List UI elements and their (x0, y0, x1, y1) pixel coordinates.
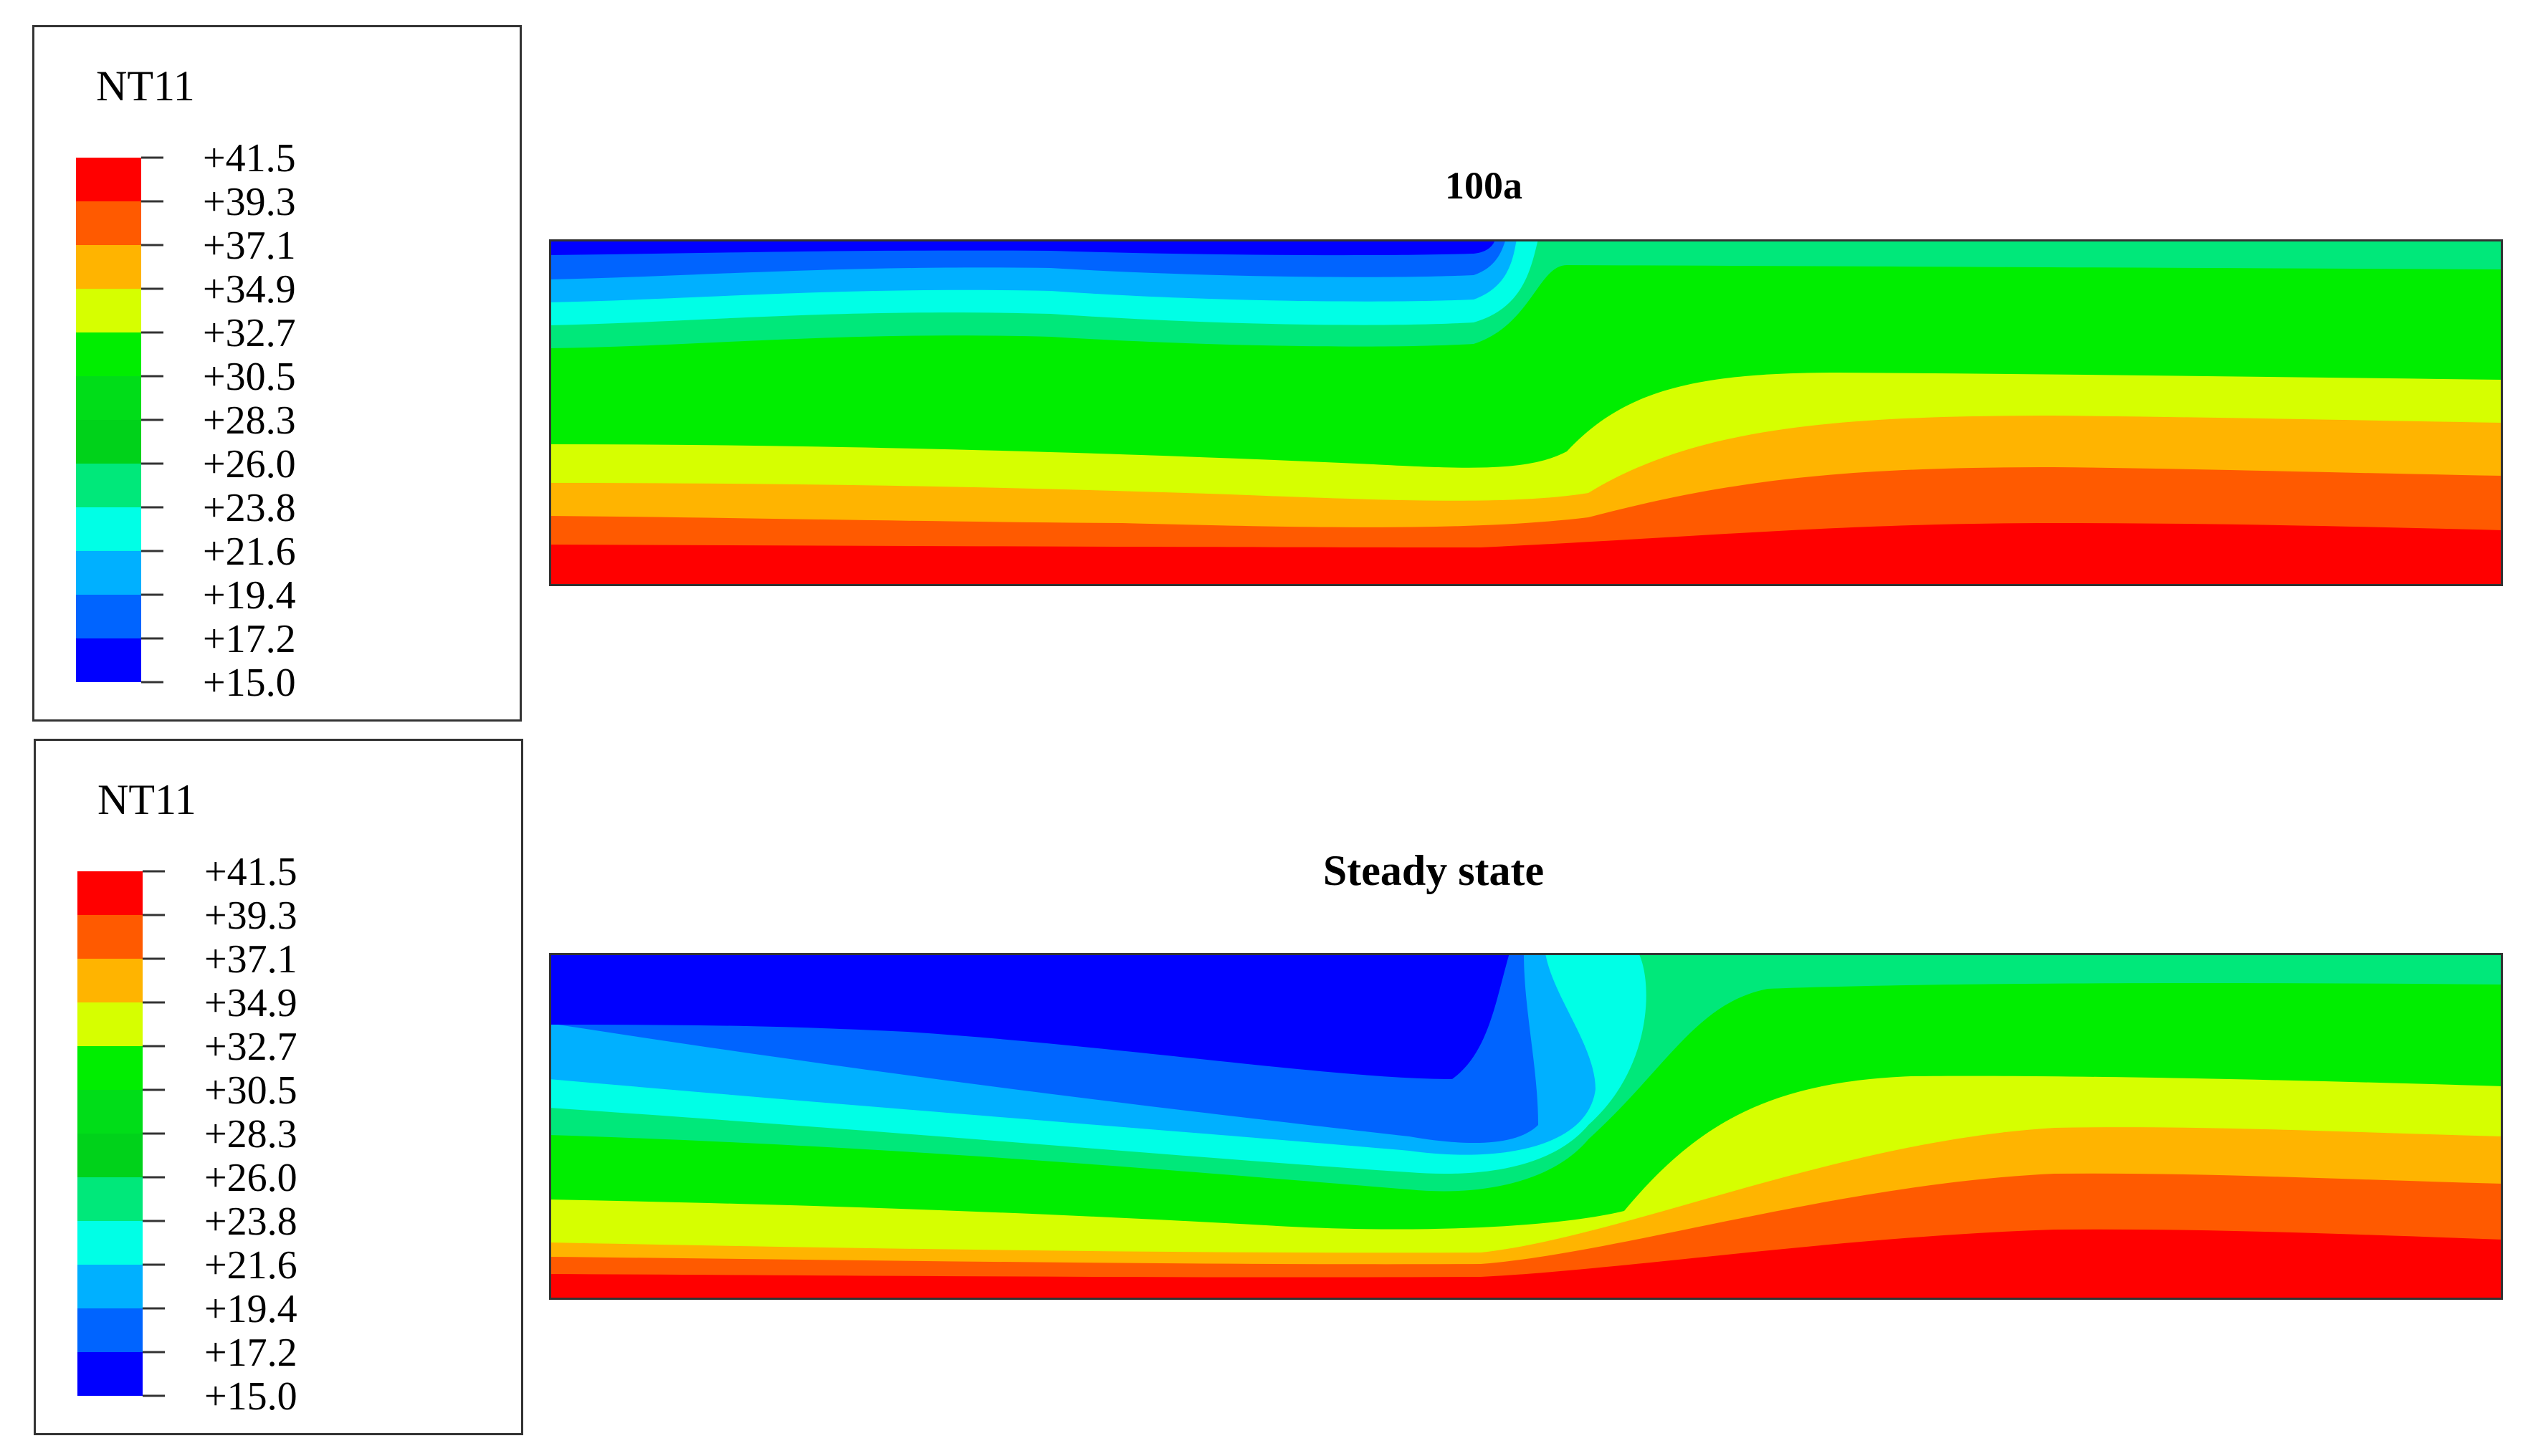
colorbar-tick-label: +37.1 (204, 937, 297, 982)
colorbar-tick-label: +28.3 (203, 398, 296, 443)
colorbar-tick-label: +32.7 (204, 1025, 297, 1069)
colorbar-tick-label: +26.0 (203, 442, 296, 487)
colorbar-tick-label: +21.6 (203, 530, 296, 574)
colorbar-tick-label: +39.3 (203, 180, 296, 224)
colorbar-tick-label: +32.7 (203, 311, 296, 355)
colorbar-tick-label: +15.0 (203, 661, 296, 705)
colorbar-band (76, 420, 141, 464)
plot-title-100a: 100a (1445, 164, 1522, 207)
colorbar-band (77, 1002, 143, 1046)
legend-title: NT11 (97, 776, 196, 823)
colorbar-tick-label: +41.5 (204, 850, 297, 894)
legend-panel-bottom: NT11 +41.5 +39.3 +37.1 +34.9 +32.7 +30.5… (34, 739, 523, 1435)
colorbar-band (77, 1090, 143, 1134)
colorbar-tick-label: +39.3 (204, 894, 297, 938)
colorbar-band (77, 871, 143, 915)
colorbar (76, 158, 141, 682)
colorbar-tick-label: +21.6 (204, 1243, 297, 1288)
colorbar-band (77, 1265, 143, 1308)
colorbar-tick-label: +17.2 (204, 1331, 297, 1375)
legend-panel-top: NT11 +41.5 +39.3 +37.1 +34.9 +32.7 +30.5… (32, 25, 522, 722)
colorbar-band (76, 595, 141, 638)
colorbar-tick-label: +28.3 (204, 1112, 297, 1156)
contour-band (549, 953, 1509, 1079)
colorbar-tick-label: +30.5 (204, 1068, 297, 1113)
colorbar-tick-label: +37.1 (203, 224, 296, 268)
colorbar-tick-label: +34.9 (204, 981, 297, 1025)
colorbar-band (76, 332, 141, 376)
colorbar-band (76, 507, 141, 551)
colorbar-band (76, 245, 141, 289)
colorbar-band (77, 1046, 143, 1090)
colorbar-band (76, 289, 141, 332)
colorbar-tick-label: +19.4 (204, 1287, 297, 1331)
contour-plot-100a (549, 239, 2503, 586)
colorbar-band (76, 551, 141, 595)
contour-plot-steady-state (549, 953, 2503, 1300)
colorbar-band (76, 638, 141, 682)
plot-frame (549, 239, 2503, 586)
colorbar-band (77, 1221, 143, 1265)
colorbar-tick-label: +23.8 (203, 486, 296, 530)
colorbar-tick-label: +30.5 (203, 355, 296, 399)
colorbar-band (77, 1308, 143, 1352)
colorbar-band (76, 464, 141, 507)
contour-band (549, 239, 1495, 256)
colorbar-band (77, 915, 143, 959)
legend-title: NT11 (96, 62, 195, 110)
colorbar-band (76, 158, 141, 201)
colorbar-tick-label: +41.5 (203, 136, 296, 181)
colorbar-tick-label: +26.0 (204, 1156, 297, 1200)
colorbar (77, 871, 143, 1396)
colorbar-tick-label: +34.9 (203, 267, 296, 312)
colorbar-band (76, 201, 141, 245)
colorbar-band (77, 1352, 143, 1396)
colorbar-tick-label: +19.4 (203, 573, 296, 618)
colorbar-band (76, 376, 141, 420)
colorbar-band (77, 1177, 143, 1221)
colorbar-band (77, 959, 143, 1002)
colorbar-tick-label: +15.0 (204, 1374, 297, 1419)
colorbar-tick-label: +17.2 (203, 617, 296, 661)
plot-frame (549, 953, 2503, 1300)
plot-title-steady-state: Steady state (1322, 847, 1545, 894)
colorbar-band (77, 1134, 143, 1177)
colorbar-tick-label: +23.8 (204, 1199, 297, 1244)
